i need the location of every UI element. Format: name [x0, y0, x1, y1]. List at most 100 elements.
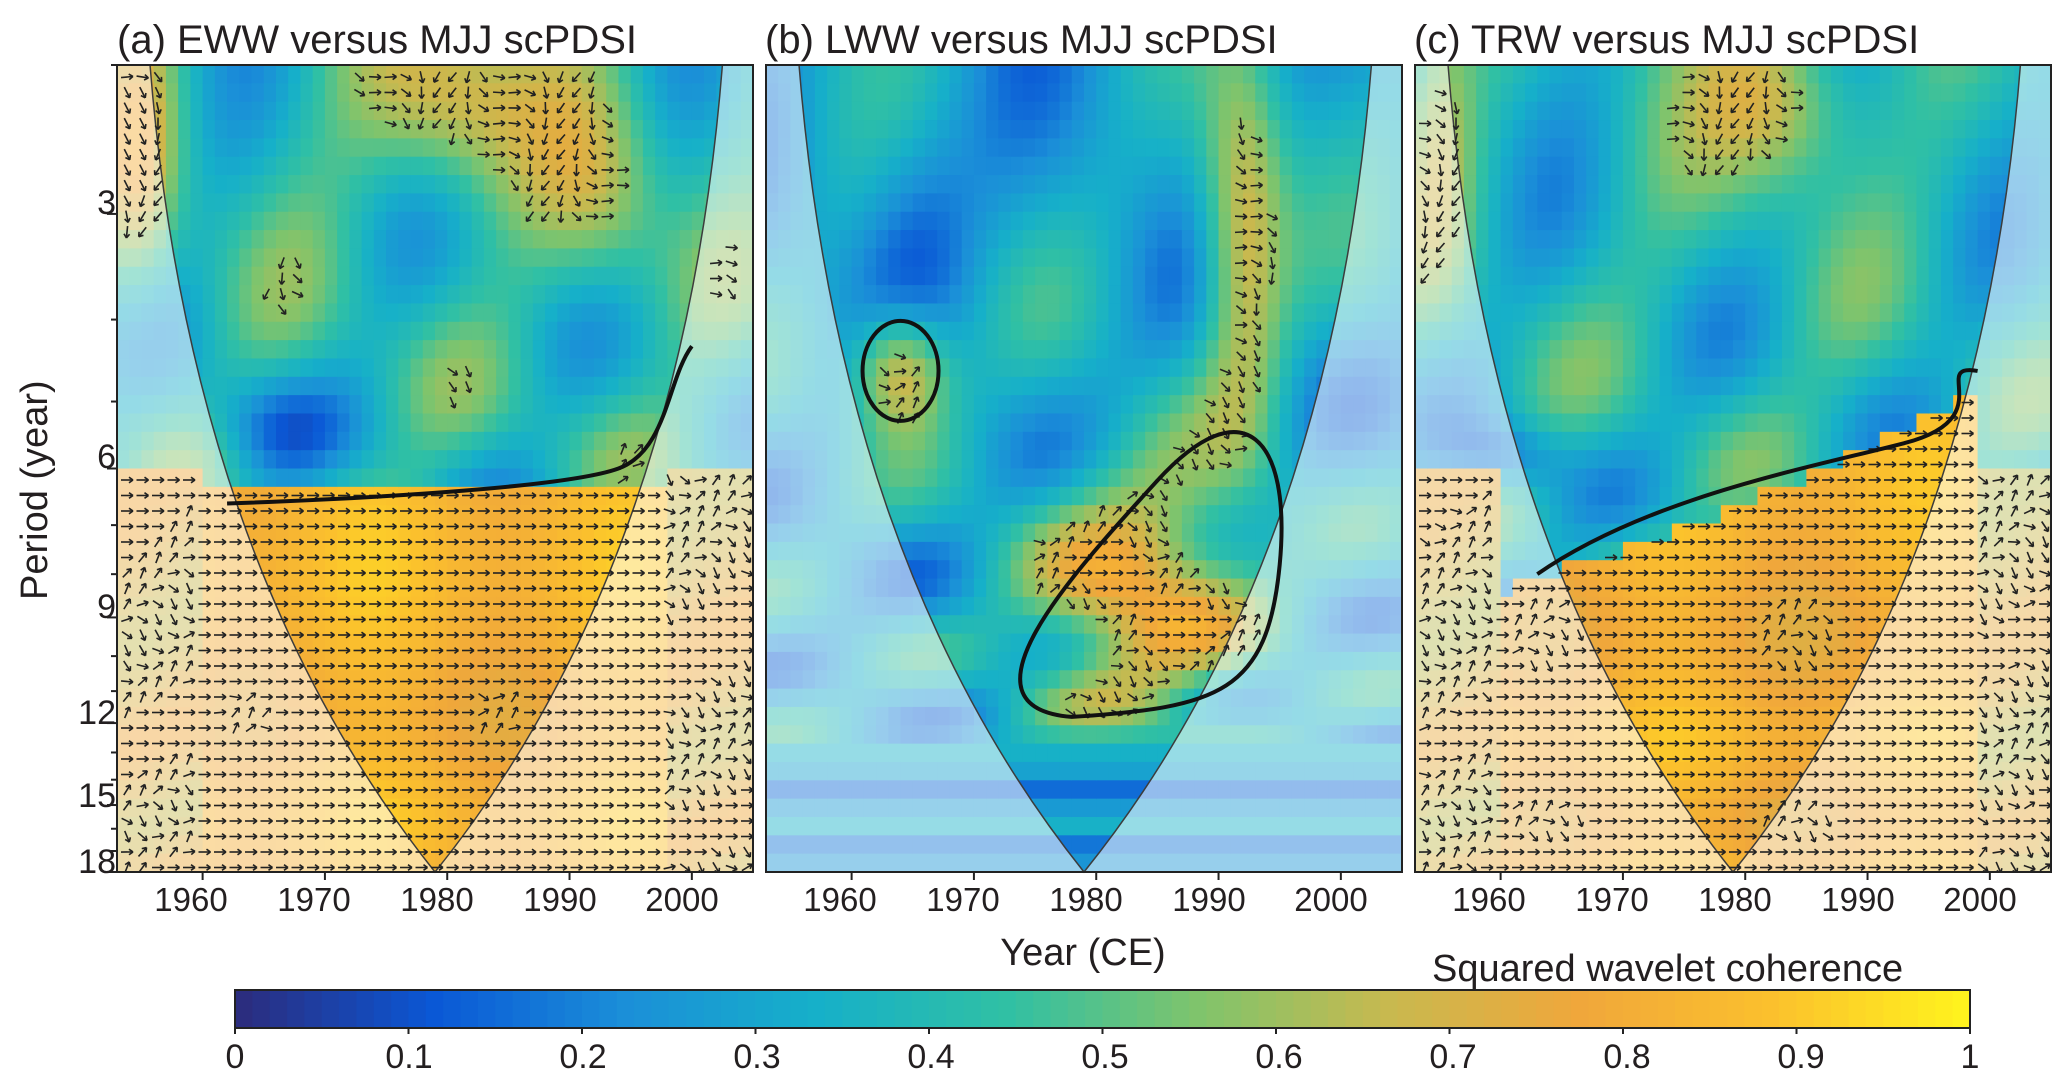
phase-arrow	[446, 507, 459, 515]
phase-arrow	[167, 476, 180, 484]
phase-arrow	[1481, 770, 1494, 778]
phase-arrow	[1434, 724, 1447, 732]
phase-arrow	[121, 740, 134, 747]
phase-arrow	[198, 864, 211, 871]
phase-arrow	[137, 226, 147, 238]
phase-arrow	[911, 366, 921, 377]
phase-arrow	[307, 662, 320, 670]
significance-contour	[227, 344, 694, 506]
phase-arrow	[477, 678, 490, 685]
phase-arrow	[1483, 644, 1492, 657]
phase-arrow	[338, 569, 351, 577]
phase-arrow	[260, 662, 273, 670]
phase-arrow	[1482, 692, 1492, 703]
phase-arrow	[1651, 569, 1664, 577]
phase-arrow	[1577, 815, 1585, 828]
phase-arrow	[524, 833, 537, 840]
phase-arrow	[508, 662, 521, 670]
phase-arrow	[493, 817, 506, 825]
phase-arrow	[694, 662, 707, 670]
phase-arrow	[539, 693, 552, 701]
phase-arrow	[1435, 708, 1447, 717]
phase-arrow	[1558, 786, 1571, 794]
phase-arrow	[291, 817, 304, 825]
colorbar-segment	[512, 990, 531, 1028]
phase-arrow	[1636, 817, 1649, 825]
phase-arrow	[617, 724, 630, 732]
phase-arrow	[415, 802, 428, 809]
phase-arrow	[570, 848, 583, 856]
phase-arrow	[151, 584, 165, 592]
phase-arrow	[400, 802, 413, 809]
phase-arrow	[663, 709, 676, 717]
phase-arrow	[384, 507, 397, 515]
phase-arrow	[369, 569, 382, 577]
phase-arrow	[1422, 210, 1429, 223]
phase-arrow	[743, 768, 752, 781]
colorbar-segment	[1171, 990, 1191, 1028]
phase-arrow	[620, 442, 628, 455]
panel-c	[1414, 64, 2052, 880]
colorbar-segment	[1449, 990, 1468, 1028]
phase-arrow	[1437, 783, 1445, 796]
phase-arrow	[1237, 396, 1246, 409]
phase-arrow	[695, 739, 707, 748]
phase-arrow	[1253, 288, 1261, 301]
phase-arrow	[198, 631, 211, 639]
phase-arrow	[1605, 771, 1618, 778]
phase-arrow	[1636, 755, 1649, 763]
phase-arrow	[1172, 446, 1186, 453]
phase-arrow	[728, 846, 736, 859]
phase-arrow	[617, 755, 630, 763]
phase-arrow	[573, 179, 581, 192]
phase-arrow	[508, 631, 521, 639]
phase-arrow	[678, 693, 692, 701]
phase-arrow	[586, 538, 599, 546]
phase-arrow	[1620, 848, 1633, 856]
phase-arrow	[276, 833, 289, 840]
phase-arrow	[879, 366, 890, 377]
phase-arrow	[214, 554, 227, 561]
phase-arrow	[1142, 585, 1155, 592]
phase-arrow	[322, 802, 335, 809]
phase-arrow	[541, 117, 549, 130]
colorbar-segment	[443, 990, 462, 1028]
phase-arrow	[122, 567, 133, 578]
phase-arrow	[601, 848, 614, 856]
phase-arrow	[539, 616, 552, 623]
phase-arrow	[524, 74, 537, 81]
phase-arrow	[245, 569, 258, 577]
phase-arrow	[725, 631, 738, 639]
phase-arrow	[1636, 771, 1649, 778]
phase-arrow	[369, 693, 382, 701]
phase-arrow	[431, 678, 444, 685]
phase-arrow	[508, 523, 521, 530]
phase-arrow	[245, 723, 257, 733]
phase-arrow	[648, 600, 661, 608]
phase-arrow	[384, 771, 397, 778]
phase-arrow	[710, 847, 722, 857]
phase-arrow	[1420, 567, 1431, 578]
phase-arrow	[1620, 647, 1633, 654]
phase-arrow	[572, 195, 581, 207]
phase-arrow	[431, 740, 444, 747]
phase-arrow	[728, 473, 736, 486]
phase-arrow	[291, 693, 304, 701]
phase-arrow	[555, 600, 568, 608]
phase-arrow	[384, 755, 397, 763]
colorbar-segment	[356, 990, 375, 1028]
phase-arrow	[276, 864, 289, 871]
phase-arrow	[539, 755, 552, 763]
phase-arrow	[415, 631, 428, 639]
phase-arrow	[229, 755, 242, 763]
phase-arrow	[572, 163, 580, 177]
phase-arrow	[229, 693, 242, 701]
phase-arrow	[138, 644, 147, 657]
colorbar-segment	[772, 990, 791, 1028]
phase-arrow	[154, 815, 163, 828]
phase-arrow	[322, 538, 335, 546]
phase-arrow	[214, 523, 227, 530]
phase-arrow	[462, 709, 475, 716]
phase-arrow	[1484, 752, 1492, 765]
phase-arrow	[741, 863, 753, 872]
